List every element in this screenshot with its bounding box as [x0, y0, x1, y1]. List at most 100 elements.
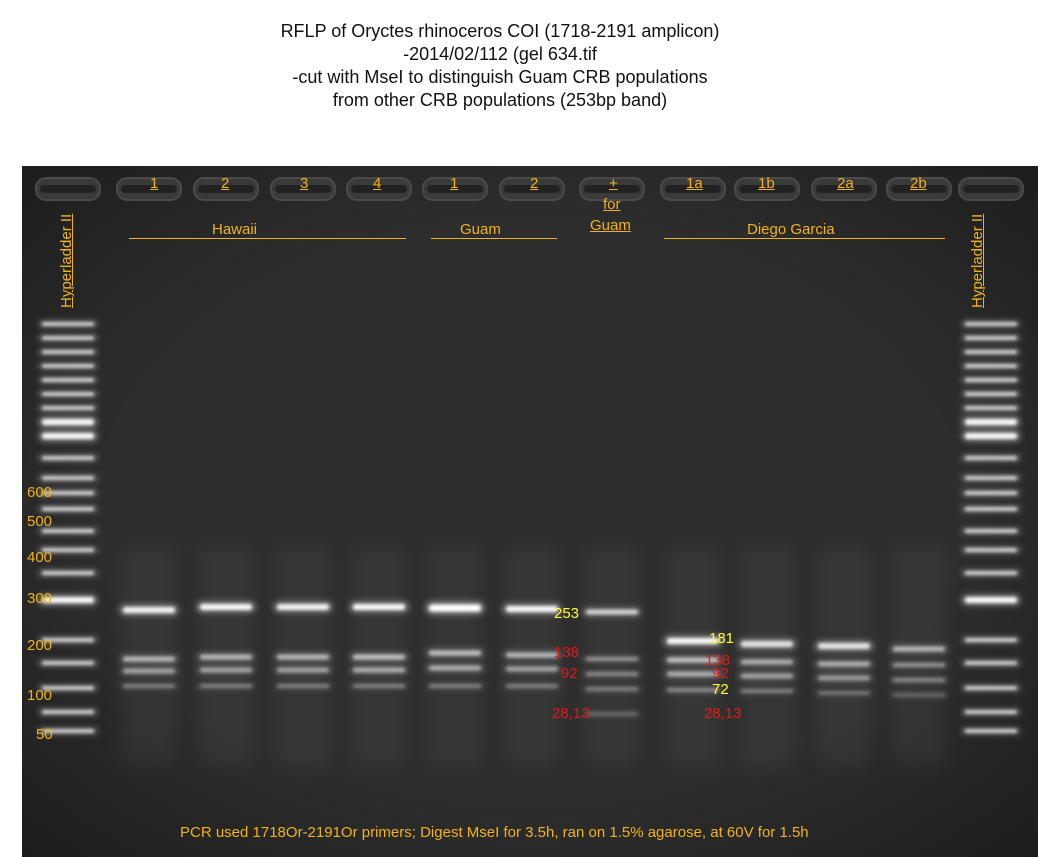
sample-band [737, 671, 797, 681]
ladder-band [38, 659, 98, 667]
size-181: 181 [709, 630, 735, 647]
ladder-band [38, 348, 98, 356]
gel-image: 1 2 3 4 1 2 + for Guam 1a 1b 2a 2b Hawai… [22, 166, 1038, 857]
ladder-band [38, 569, 98, 577]
ladder-band [38, 416, 98, 428]
ladder-band [38, 474, 98, 482]
sample-band [663, 686, 723, 694]
sample-band [196, 682, 256, 690]
ladder-label-left: Hyperladder II [58, 213, 75, 308]
ladder-band [961, 636, 1021, 644]
sample-band [273, 652, 333, 662]
ladder-band [38, 454, 98, 462]
group-diego: Diego Garcia [747, 221, 835, 238]
lane-hawaii-2: 2 [221, 175, 230, 192]
ladder-band [38, 684, 98, 692]
lane-diego-1b: 1b [758, 175, 775, 192]
sample-band [582, 655, 642, 663]
lane-diego-2b: 2b [910, 175, 927, 192]
sample-band [273, 665, 333, 675]
well-inner [504, 185, 560, 193]
ladder-band [961, 684, 1021, 692]
ladder-band [38, 489, 98, 497]
sample-band [119, 654, 179, 664]
group-diego-line [664, 238, 945, 239]
ladder-band [961, 505, 1021, 513]
ladder-band [961, 546, 1021, 554]
sample-band [196, 601, 256, 613]
sample-band [582, 710, 642, 718]
well-inner [584, 185, 640, 193]
sample-band [814, 673, 874, 683]
ladder-band [961, 404, 1021, 412]
ladder-size-300: 300 [27, 590, 53, 607]
well-inner [963, 185, 1019, 193]
ladder-band [38, 727, 98, 735]
sample-band [196, 665, 256, 675]
group-guam-line [431, 238, 557, 239]
ladder-band [961, 489, 1021, 497]
sample-band [349, 601, 409, 613]
ladder-band [961, 376, 1021, 384]
sample-band [889, 661, 949, 669]
group-guam: Guam [460, 221, 501, 238]
size-253: 253 [554, 605, 580, 622]
lane-control-plus: + [609, 175, 618, 192]
ladder-band [38, 362, 98, 370]
sample-band [889, 676, 949, 684]
ladder-band [38, 404, 98, 412]
sample-band [273, 601, 333, 613]
ladder-band [38, 636, 98, 644]
size-72: 72 [712, 681, 729, 698]
ladder-band [38, 546, 98, 554]
sample-band [425, 648, 485, 658]
ladder-band [961, 708, 1021, 716]
sample-band [425, 601, 485, 615]
sample-band [502, 664, 562, 674]
lane-hawaii-3: 3 [300, 175, 309, 192]
ladder-band [38, 376, 98, 384]
ladder-band [38, 390, 98, 398]
ladder-size-100: 100 [27, 687, 53, 704]
ladder-band [38, 708, 98, 716]
footer-note: PCR used 1718Or-2191Or primers; Digest M… [180, 824, 809, 841]
ladder-size-500: 500 [27, 513, 53, 530]
well-inner [40, 185, 96, 193]
ladder-band [38, 505, 98, 513]
size-28-13-diego: 28,13 [704, 705, 742, 722]
ladder-label-right: Hyperladder II [969, 213, 986, 308]
ladder-band [961, 362, 1021, 370]
ladder-band [961, 569, 1021, 577]
ladder-band [38, 594, 98, 606]
sample-band [425, 682, 485, 690]
lane-smear [892, 546, 946, 766]
sample-band [119, 666, 179, 676]
lane-control-for: for [603, 196, 621, 213]
ladder-band [38, 527, 98, 535]
size-138-diego: 138 [705, 652, 731, 669]
sample-band [425, 663, 485, 673]
well-inner [427, 185, 483, 193]
sample-band [814, 659, 874, 669]
ladder-band [961, 348, 1021, 356]
sample-band [814, 689, 874, 697]
gel-bands [22, 166, 1038, 857]
ladder-band [961, 594, 1021, 606]
sample-band [889, 644, 949, 654]
lane-guam-2: 2 [530, 175, 539, 192]
lane-hawaii-1: 1 [150, 175, 159, 192]
well-inner [665, 185, 721, 193]
ladder-size-600: 600 [27, 484, 53, 501]
sample-band [349, 652, 409, 662]
sample-band [814, 640, 874, 652]
ladder-band [961, 430, 1021, 442]
title-line-4: from other CRB populations (253bp band) [332, 90, 668, 110]
ladder-band [961, 474, 1021, 482]
ladder-band [38, 320, 98, 328]
ladder-band [38, 430, 98, 442]
well-inner [275, 185, 331, 193]
lane-smear [817, 546, 871, 766]
well-inner [816, 185, 872, 193]
ladder-band [961, 416, 1021, 428]
title-line-1: RFLP of Oryctes rhinoceros COI (1718-219… [280, 21, 720, 41]
